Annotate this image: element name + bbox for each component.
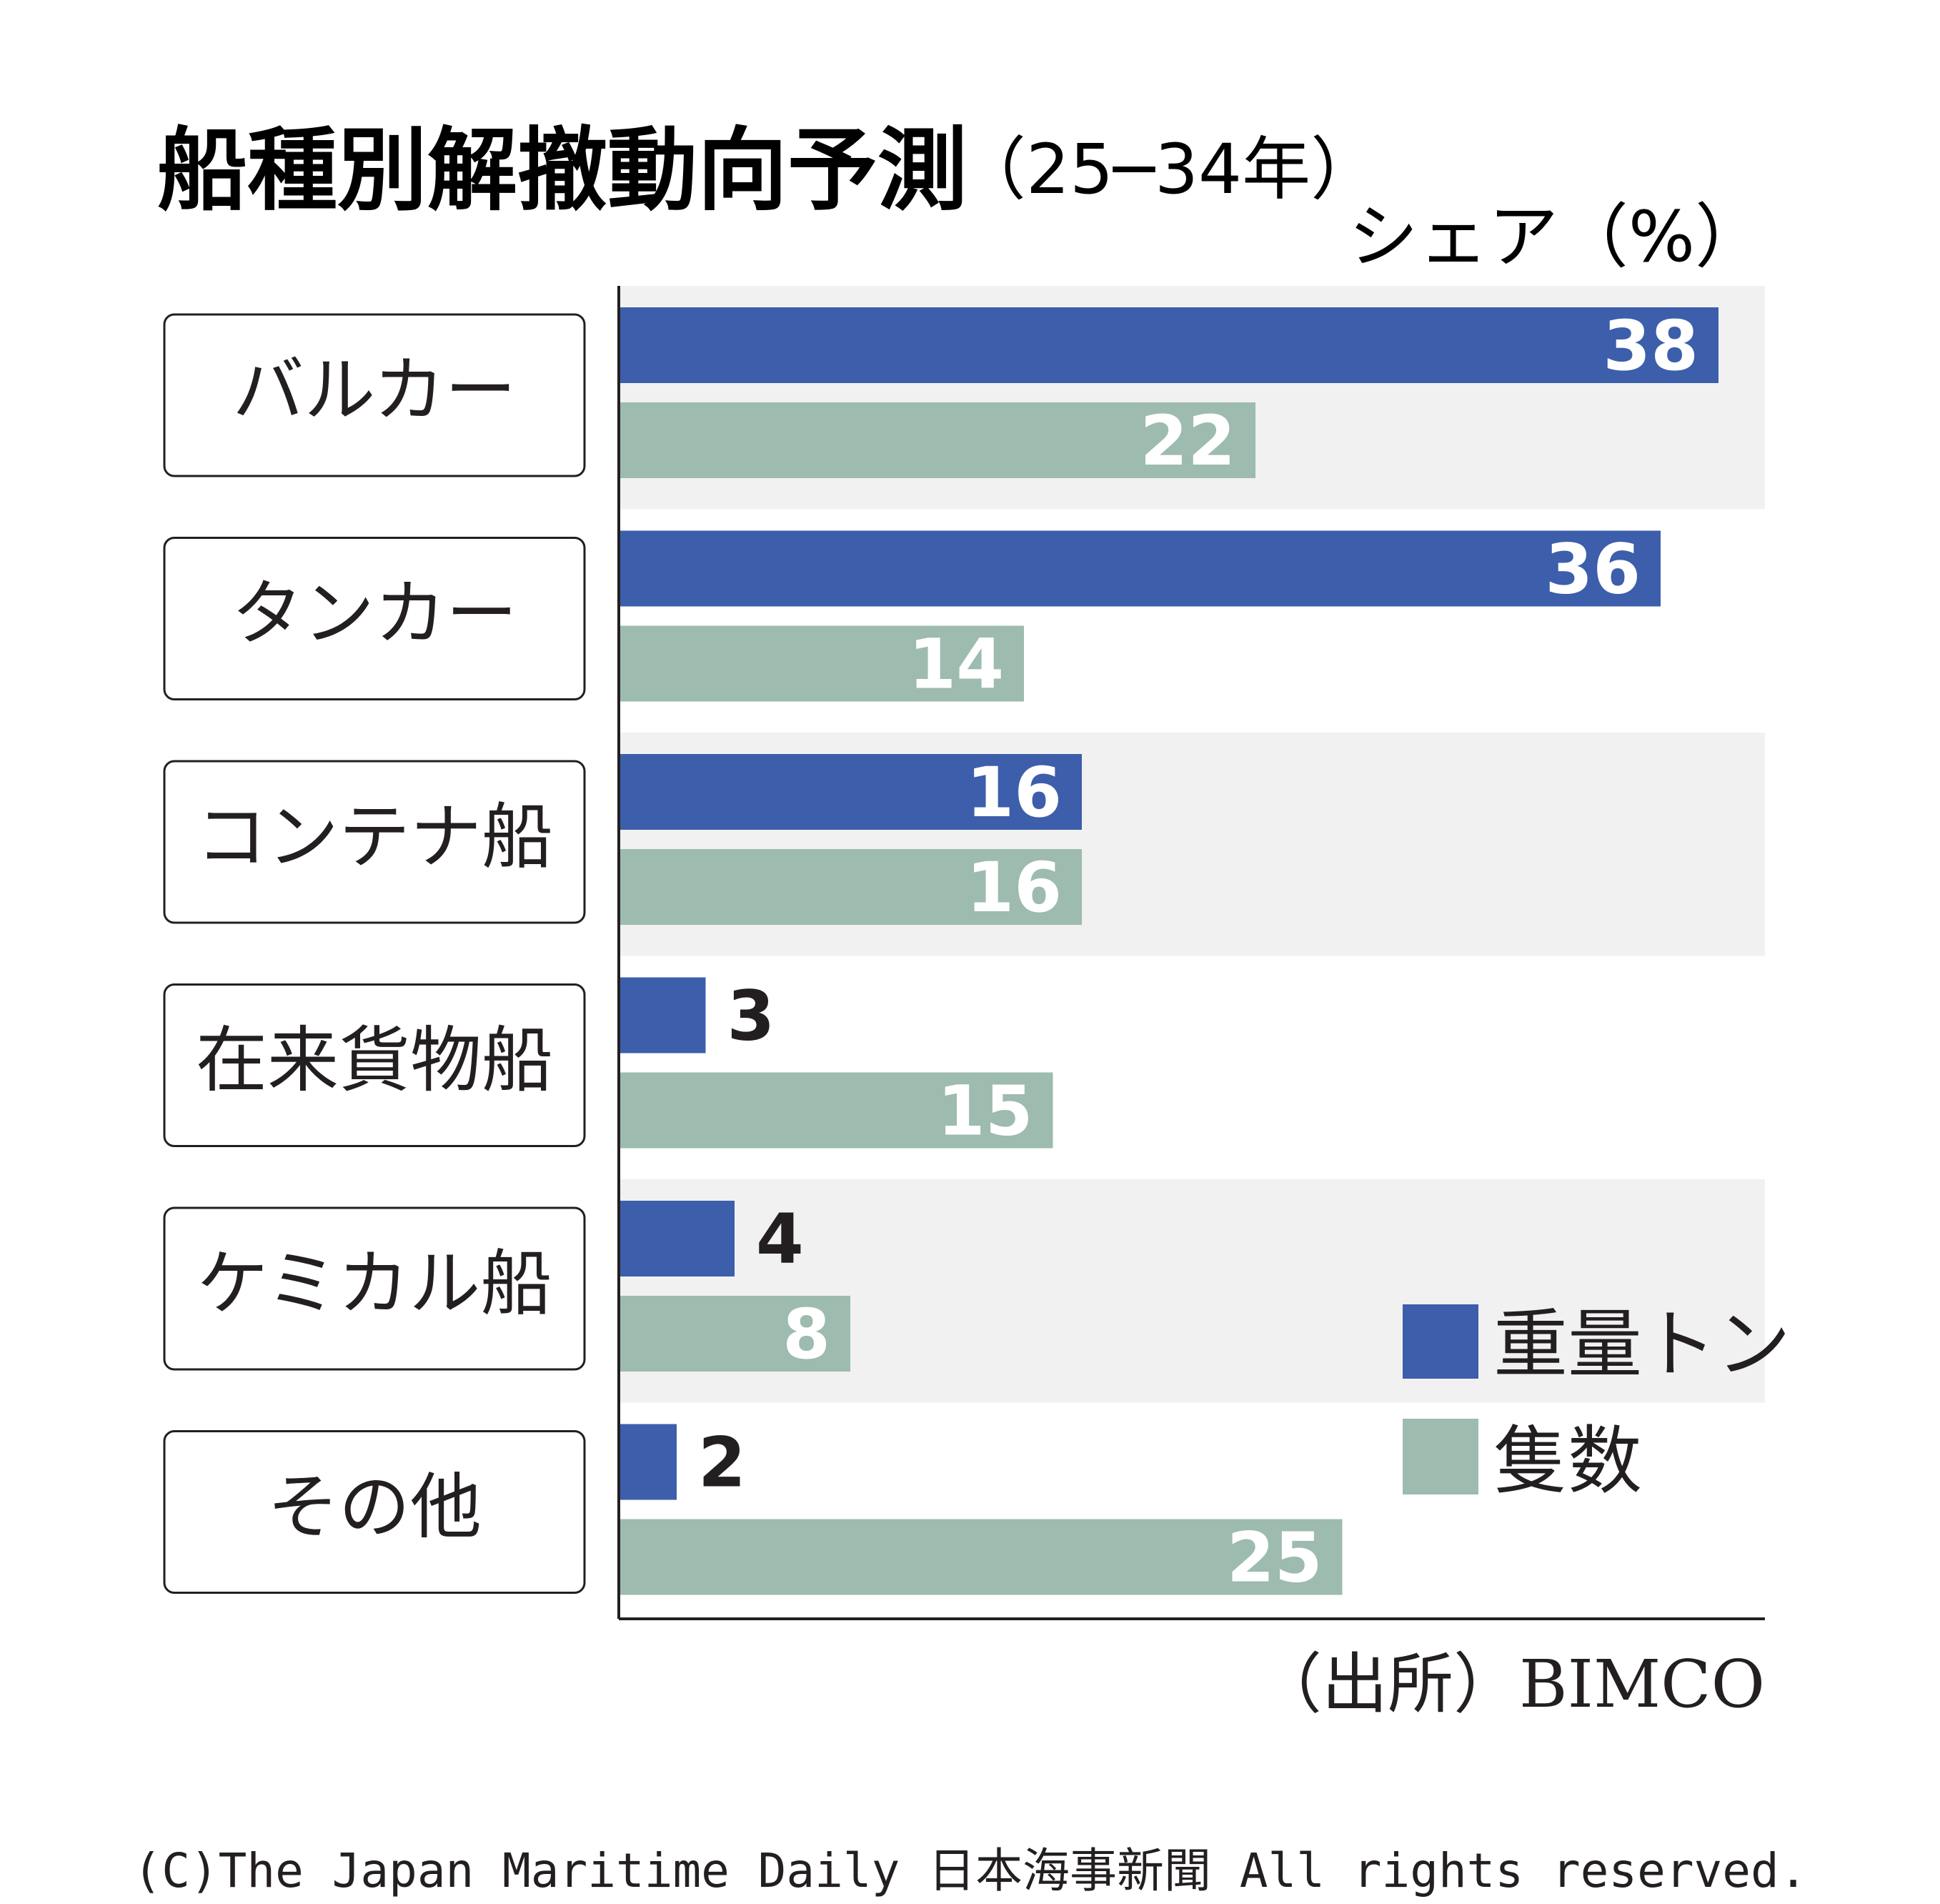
chart-title: 船種別解撤動向予測 — [157, 118, 967, 223]
legend-label-weight: 重量トン — [1493, 1301, 1791, 1388]
chart-subtitle: （25─34年） — [957, 129, 1379, 209]
bar-weight-3 — [619, 977, 706, 1053]
bar-weight-1 — [619, 530, 1661, 607]
bar-weight-4 — [619, 1201, 735, 1276]
bar-count-3 — [619, 1072, 1053, 1149]
bar-value-label-count-4: 8 — [782, 1294, 830, 1374]
legend-swatch-weight — [1403, 1304, 1478, 1379]
legend-label-count: 隻数 — [1493, 1417, 1642, 1504]
legend: 重量トン 隻数 — [1403, 1301, 1791, 1504]
category-box-1 — [163, 537, 586, 700]
bar-value-label-count-0: 22 — [1140, 401, 1235, 481]
bar-count-5 — [619, 1519, 1343, 1595]
category-label-3: 在来貨物船 — [196, 1018, 553, 1102]
category-label-0: バルカー — [233, 348, 517, 432]
legend-swatch-count — [1403, 1419, 1478, 1494]
bar-value-label-weight-0: 38 — [1603, 306, 1698, 386]
bar-value-label-count-1: 14 — [908, 625, 1004, 705]
category-box-5 — [163, 1430, 586, 1594]
bar-count-1 — [619, 625, 1024, 702]
bar-value-label-count-2: 16 — [966, 848, 1062, 928]
bar-count-0 — [619, 402, 1255, 478]
bar-count-4 — [619, 1296, 850, 1372]
category-box-2 — [163, 760, 586, 924]
bar-value-label-weight-2: 16 — [966, 753, 1062, 833]
category-box-0 — [163, 313, 586, 477]
unit-label: シェア（%） — [1348, 197, 1765, 278]
bars: 38 22 36 14 16 16 3 15 4 82 25 — [619, 306, 1718, 1598]
category-box-3 — [163, 983, 586, 1147]
category-label-4: ケミカル船 — [197, 1241, 552, 1325]
bar-value-label-weight-3: 3 — [727, 976, 775, 1056]
source-note: （出所）BIMCO — [1256, 1646, 1765, 1722]
bar-value-label-count-3: 15 — [937, 1071, 1033, 1151]
category-label-5: その他 — [267, 1465, 482, 1549]
category-box-4 — [163, 1206, 586, 1371]
copyright-notice: (C)The Japan Maritime Daily 日本海事新聞 All r… — [133, 1843, 1807, 1898]
category-label-1: タンカー — [232, 572, 517, 655]
bar-value-label-weight-4: 4 — [756, 1199, 804, 1279]
bar-value-label-weight-1: 36 — [1545, 530, 1641, 610]
category-label-2: コンテナ船 — [196, 795, 553, 878]
bar-weight-5 — [619, 1424, 677, 1500]
bar-weight-0 — [619, 307, 1718, 383]
bar-weight-2 — [619, 754, 1082, 830]
bar-value-label-count-5: 25 — [1227, 1518, 1323, 1598]
bar-value-label-weight-5: 2 — [698, 1423, 746, 1503]
bar-count-2 — [619, 849, 1082, 925]
